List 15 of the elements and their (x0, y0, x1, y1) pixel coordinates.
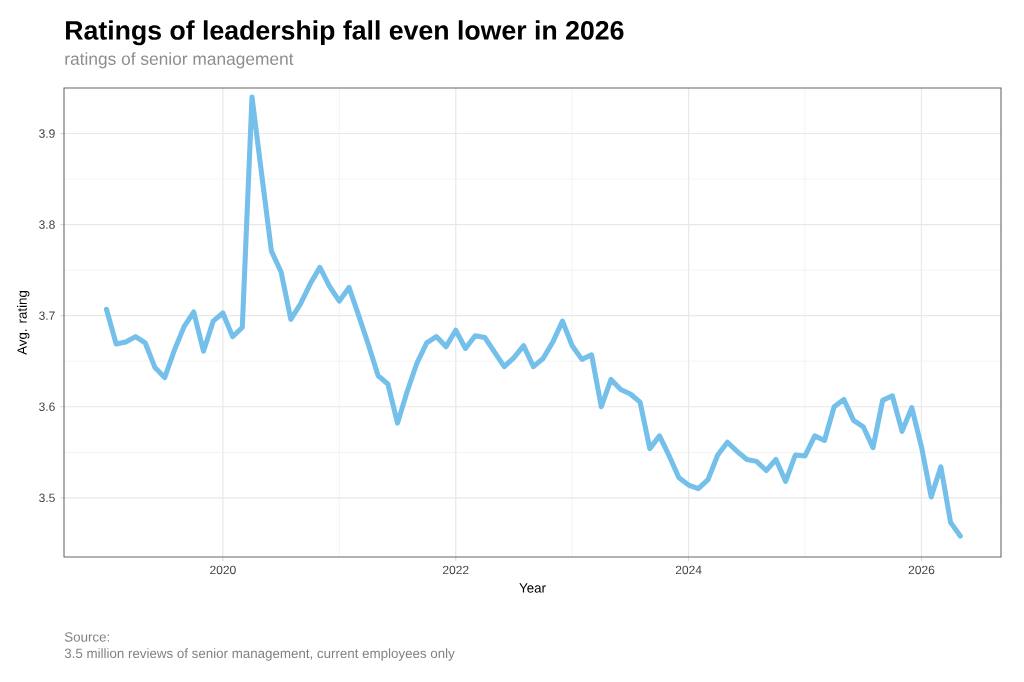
y-axis-title: Avg. rating (17, 290, 30, 355)
y-tick-label: 3.9 (39, 129, 55, 138)
x-tick-label: 2026 (908, 565, 935, 575)
y-tick-label: 3.5 (39, 493, 55, 503)
source-note: Source: (64, 632, 109, 642)
x-tick-label: 2020 (210, 565, 236, 575)
x-tick-label: 2024 (675, 565, 702, 575)
y-tick-label: 3.8 (39, 220, 55, 229)
chart-title: Ratings of leadership fall even lower in 2026 (66, 20, 624, 46)
x-tick-label: 2022 (443, 565, 469, 575)
chart-subtitle: ratings of senior management (65, 52, 294, 69)
y-tick-label: 3.7 (39, 311, 55, 320)
x-axis-title: Year (519, 583, 546, 593)
text: 3.5 million reviews of senior management, current employees only (64, 648, 455, 661)
y-tick-label: 3.6 (39, 402, 55, 411)
